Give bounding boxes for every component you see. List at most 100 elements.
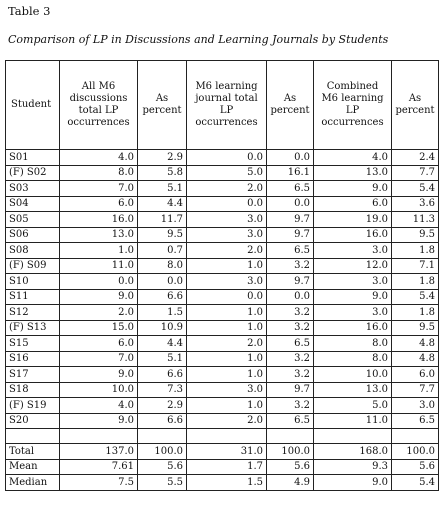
empty-cell: [186, 428, 267, 444]
row-label-cell: S16: [5, 350, 60, 367]
table-cell: 6.5: [266, 242, 314, 259]
table-cell: 5.1: [137, 180, 187, 197]
table-cell: 1.8: [391, 273, 439, 290]
student-row: S08 1.0 0.7 2.0 6.5 3.0 1.8: [5, 242, 439, 259]
table-cell: 168.0: [313, 443, 392, 460]
table-cell: 3.2: [266, 397, 314, 414]
table-cell: 3.0: [186, 211, 267, 228]
table-cell: 1.0: [186, 304, 267, 321]
table-cell: 6.5: [391, 412, 439, 429]
table-cell: 8.0: [313, 335, 392, 352]
table-cell: 9.7: [266, 211, 314, 228]
table-cell: 6.5: [266, 335, 314, 352]
table-cell: 6.0: [59, 195, 138, 212]
empty-cell: [313, 428, 392, 444]
empty-cell: [266, 428, 314, 444]
row-label-cell: S04: [5, 195, 60, 212]
row-label-cell: S17: [5, 366, 60, 383]
table-cell: 4.4: [137, 335, 187, 352]
row-label-cell: S12: [5, 304, 60, 321]
table-cell: 8.0: [313, 350, 392, 367]
table-cell: 11.3: [391, 211, 439, 228]
table-cell: 0.0: [137, 273, 187, 290]
table-cell: 6.6: [137, 288, 187, 305]
table-cell: 0.0: [186, 149, 267, 166]
table-cell: 16.0: [313, 226, 392, 243]
column-header-discussions-total: All M6 discussions total LP occurrences: [59, 60, 138, 150]
table-cell: 3.2: [266, 366, 314, 383]
table-cell: 5.6: [266, 458, 314, 475]
table-cell: 31.0: [186, 443, 267, 460]
table-cell: 3.2: [266, 304, 314, 321]
table-cell: 6.5: [266, 412, 314, 429]
table-cell: 9.0: [313, 474, 392, 491]
table-cell: 3.6: [391, 195, 439, 212]
row-label-cell: S10: [5, 273, 60, 290]
table-cell: 4.4: [137, 195, 187, 212]
table-cell: 5.4: [391, 474, 439, 491]
student-row: (F) S09 11.0 8.0 1.0 3.2 12.0 7.1: [5, 257, 439, 274]
table-cell: 16.0: [313, 319, 392, 336]
table-cell: 3.0: [313, 242, 392, 259]
table-cell: 3.0: [313, 304, 392, 321]
table-cell: 9.5: [391, 319, 439, 336]
student-row: S04 6.0 4.4 0.0 0.0 6.0 3.6: [5, 195, 439, 212]
table-cell: 1.0: [186, 397, 267, 414]
student-row: (F) S13 15.0 10.9 1.0 3.2 16.0 9.5: [5, 319, 439, 336]
empty-cell: [5, 428, 60, 444]
table-cell: 1.8: [391, 304, 439, 321]
table-cell: 9.5: [391, 226, 439, 243]
student-row: S10 0.0 0.0 3.0 9.7 3.0 1.8: [5, 273, 439, 290]
table-cell: 13.0: [313, 164, 392, 181]
table-cell: 5.0: [313, 397, 392, 414]
student-row: S16 7.0 5.1 1.0 3.2 8.0 4.8: [5, 350, 439, 367]
table-cell: 0.0: [186, 288, 267, 305]
table-cell: 19.0: [313, 211, 392, 228]
row-label-cell: Mean: [5, 458, 60, 475]
table-cell: 6.0: [391, 366, 439, 383]
table-cell: 7.61: [59, 458, 138, 475]
table-cell: 100.0: [137, 443, 187, 460]
table-cell: 5.4: [391, 288, 439, 305]
table-cell: 7.0: [59, 180, 138, 197]
summary-row: Mean 7.61 5.6 1.7 5.6 9.3 5.6: [5, 458, 439, 475]
empty-cell: [391, 428, 439, 444]
table-cell: 1.5: [137, 304, 187, 321]
student-row: (F) S02 8.0 5.8 5.0 16.1 13.0 7.7: [5, 164, 439, 181]
student-row: (F) S19 4.0 2.9 1.0 3.2 5.0 3.0: [5, 397, 439, 414]
row-label-cell: (F) S19: [5, 397, 60, 414]
table-cell: 9.0: [313, 288, 392, 305]
empty-cell: [137, 428, 187, 444]
table-cell: 3.0: [313, 273, 392, 290]
table-cell: 7.7: [391, 164, 439, 181]
table-cell: 3.2: [266, 257, 314, 274]
student-row: S03 7.0 5.1 2.0 6.5 9.0 5.4: [5, 180, 439, 197]
row-label-cell: S08: [5, 242, 60, 259]
column-header-discussions-percent: As percent: [137, 60, 187, 150]
row-label-cell: (F) S09: [5, 257, 60, 274]
table-cell: 12.0: [313, 257, 392, 274]
row-label-cell: (F) S02: [5, 164, 60, 181]
table-cell: 8.0: [137, 257, 187, 274]
table-cell: 1.0: [186, 257, 267, 274]
table-cell: 5.1: [137, 350, 187, 367]
table-cell: 2.0: [186, 242, 267, 259]
table-cell: 100.0: [266, 443, 314, 460]
table-cell: 9.0: [313, 180, 392, 197]
row-label-cell: (F) S13: [5, 319, 60, 336]
table-cell: 4.9: [266, 474, 314, 491]
table-cell: 6.6: [137, 366, 187, 383]
summary-row: Median 7.5 5.5 1.5 4.9 9.0 5.4: [5, 474, 439, 491]
table-cell: 7.3: [137, 381, 187, 398]
table-cell: 137.0: [59, 443, 138, 460]
table-cell: 0.0: [266, 288, 314, 305]
table-cell: 0.0: [59, 273, 138, 290]
table-cell: 2.0: [186, 180, 267, 197]
table-cell: 11.0: [313, 412, 392, 429]
column-header-combined-total: Combined M6 learning LP occurrences: [313, 60, 392, 150]
table-cell: 6.0: [59, 335, 138, 352]
table-cell: 9.7: [266, 273, 314, 290]
table-cell: 11.0: [59, 257, 138, 274]
table-cell: 13.0: [59, 226, 138, 243]
